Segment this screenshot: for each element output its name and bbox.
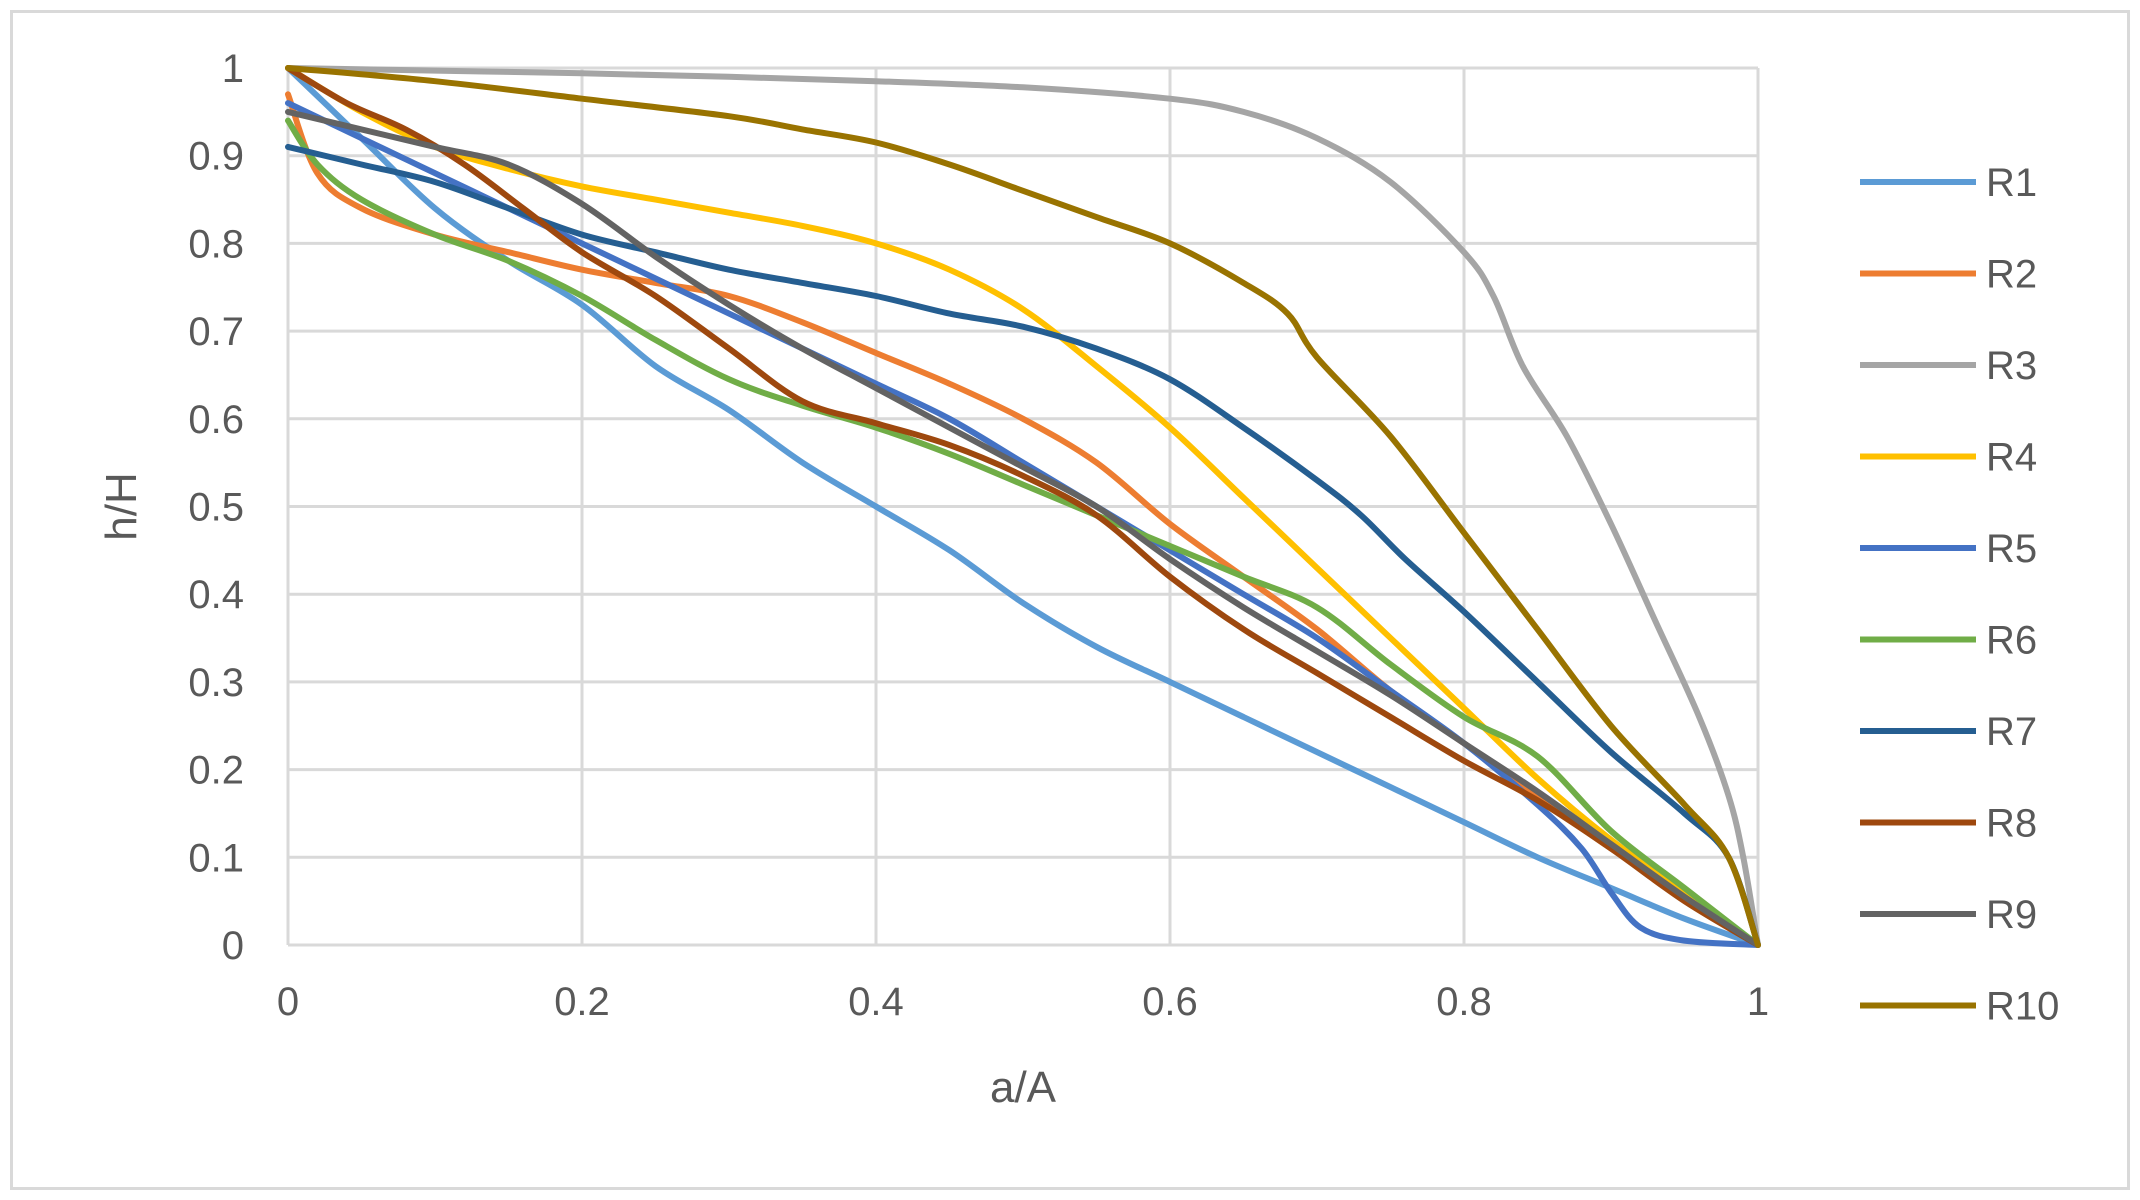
legend-label-r4: R4	[1986, 436, 2037, 480]
y-tick-label: 0.6	[188, 398, 244, 442]
series-line-r9	[285, 108, 1761, 948]
x-tick-label: 0.4	[848, 980, 904, 1024]
legend-label-r9: R9	[1986, 893, 2037, 937]
y-tick-label: 0.2	[188, 749, 244, 793]
y-tick-label: 0.9	[188, 135, 244, 179]
gridlines	[286, 66, 1760, 947]
x-tick-labels: 0 0.2 0.4 0.6 0.8 1	[277, 980, 1769, 1024]
x-axis-title: a/A	[990, 1063, 1057, 1112]
x-tick-label: 1	[1747, 980, 1769, 1024]
legend-label-r5: R5	[1986, 527, 2037, 571]
legend-label-r1: R1	[1986, 161, 2037, 205]
y-tick-label: 0.7	[188, 310, 244, 354]
series-line-r8	[285, 65, 1761, 948]
x-tick-label: 0.2	[554, 980, 610, 1024]
series-line-r2	[285, 91, 1761, 948]
legend: R1 R2 R3 R4 R5 R6 R7 R8 R9 R10	[1860, 161, 2059, 1029]
series-line-r3	[285, 65, 1761, 948]
series-lines	[285, 65, 1761, 948]
legend-label-r6: R6	[1986, 619, 2037, 663]
y-tick-label: 0.4	[188, 573, 244, 617]
y-tick-label: 0	[222, 924, 244, 968]
legend-label-r10: R10	[1986, 985, 2059, 1029]
series-line-r5	[285, 100, 1761, 948]
x-tick-label: 0.6	[1142, 980, 1198, 1024]
y-tick-label: 0.3	[188, 661, 244, 705]
series-line-r6	[285, 117, 1761, 948]
x-tick-label: 0	[277, 980, 299, 1024]
y-tick-label: 0.8	[188, 222, 244, 266]
y-axis-title: h/H	[97, 472, 146, 540]
y-tick-label: 0.5	[188, 486, 244, 530]
legend-label-r8: R8	[1986, 802, 2037, 846]
series-line-r10	[285, 65, 1761, 948]
x-tick-label: 0.8	[1436, 980, 1492, 1024]
series-line-r7	[285, 143, 1761, 948]
legend-label-r3: R3	[1986, 344, 2037, 388]
legend-label-r2: R2	[1986, 253, 2037, 297]
legend-label-r7: R7	[1986, 710, 2037, 754]
y-tick-label: 0.1	[188, 836, 244, 880]
y-tick-labels: 0 0.1 0.2 0.3 0.4 0.5 0.6 0.7 0.8 0.9 1	[188, 47, 244, 968]
y-tick-label: 1	[222, 47, 244, 91]
